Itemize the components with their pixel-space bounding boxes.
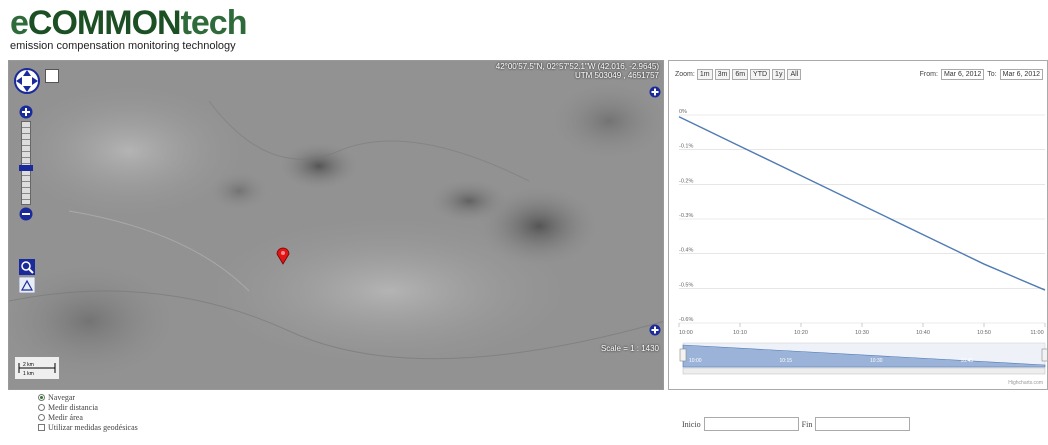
from-date-input[interactable]: Mar 6, 2012 bbox=[940, 69, 985, 80]
expand-overview-icon[interactable] bbox=[649, 323, 661, 336]
chart-panel: Zoom: 1m 3m 6m YTD 1y All From: Mar 6, 2… bbox=[668, 60, 1048, 390]
x-tick-label: 11:00 bbox=[1030, 330, 1043, 336]
measure-area-label: Medir área bbox=[48, 412, 83, 422]
option-navigate[interactable]: Navegar bbox=[38, 392, 138, 402]
y-tick-label: -0.3% bbox=[679, 213, 693, 219]
range-selector: Zoom: 1m 3m 6m YTD 1y All bbox=[675, 69, 802, 80]
pan-control-icon[interactable] bbox=[13, 67, 41, 95]
zoom-1y-button[interactable]: 1y bbox=[772, 69, 786, 80]
logo-tagline: emission compensation monitoring technol… bbox=[10, 40, 236, 52]
measure-area-radio[interactable] bbox=[38, 413, 45, 421]
y-tick-label: -0.5% bbox=[679, 282, 693, 288]
tool-options: Navegar Medir distancia Medir área Utili… bbox=[38, 392, 138, 432]
navigator-tick-label: 10:00 bbox=[689, 358, 702, 364]
navigator-scrollbar[interactable] bbox=[682, 367, 1046, 375]
navigator-handle[interactable] bbox=[679, 348, 687, 362]
zoom-label: Zoom: bbox=[675, 71, 695, 78]
series-line bbox=[678, 116, 1046, 291]
navigator-tick-label: 10:30 bbox=[870, 358, 883, 364]
line-chart: 0% -0.1% -0.2% -0.3% -0.4% -0.5% -0.6% 10:00 10:… bbox=[678, 109, 1048, 386]
satellite-imagery bbox=[9, 61, 663, 389]
scale-ratio: Scale = 1 : 1430 bbox=[600, 344, 659, 353]
zoom-1m-button[interactable]: 1m bbox=[696, 69, 713, 80]
scale-bar: 2 km 1 km bbox=[15, 357, 59, 379]
zoom-slider[interactable] bbox=[21, 121, 31, 205]
end-date-field[interactable] bbox=[815, 417, 911, 431]
location-marker-icon[interactable] bbox=[276, 247, 290, 265]
x-tick-label: 10:00 bbox=[679, 330, 693, 336]
y-tick-label: -0.6% bbox=[679, 317, 693, 323]
y-tick-label: -0.1% bbox=[679, 144, 693, 150]
zoom-in-icon[interactable] bbox=[19, 105, 33, 119]
navigator-tick-label: 10:15 bbox=[780, 358, 793, 364]
zoom-3m-button[interactable]: 3m bbox=[714, 69, 731, 80]
navigator-handle[interactable] bbox=[1041, 348, 1048, 362]
x-tick-label: 10:10 bbox=[733, 330, 747, 336]
scale-bottom-label: 1 km bbox=[23, 371, 34, 377]
zoom-ytd-button[interactable]: YTD bbox=[750, 69, 771, 80]
measure-distance-label: Medir distancia bbox=[48, 402, 98, 412]
map-view[interactable]: 42°00'57.5"N, 02°57'52.1"W (42.016, -2.9… bbox=[8, 60, 664, 390]
y-tick-label: -0.2% bbox=[679, 178, 693, 184]
x-tick-label: 10:20 bbox=[794, 330, 808, 336]
expand-panel-icon[interactable] bbox=[649, 85, 661, 98]
date-filter: Inicio Fin bbox=[682, 417, 911, 431]
logo-brand: eCOMMONtech bbox=[10, 4, 247, 42]
zoom-box-icon[interactable] bbox=[19, 259, 35, 275]
from-label: From: bbox=[919, 71, 938, 78]
option-geodesic[interactable]: Utilizar medidas geodésicas bbox=[38, 422, 138, 432]
x-tick-label: 10:40 bbox=[916, 330, 930, 336]
layer-switcher-button[interactable] bbox=[45, 69, 59, 83]
geodesic-checkbox[interactable] bbox=[38, 423, 45, 431]
end-label: Fin bbox=[801, 419, 813, 429]
start-date-field[interactable] bbox=[703, 417, 799, 431]
zoom-slider-handle[interactable] bbox=[19, 165, 33, 171]
map-coordinates: 42°00'57.5"N, 02°57'52.1"W (42.016, -2.9… bbox=[495, 62, 659, 71]
scale-top-label: 2 km bbox=[23, 362, 34, 368]
zoom-out-icon[interactable] bbox=[19, 207, 33, 221]
navigate-radio[interactable] bbox=[38, 393, 45, 401]
navigator-tick-label: 10:45 bbox=[961, 358, 974, 364]
to-date-input[interactable]: Mar 6, 2012 bbox=[999, 69, 1043, 80]
date-range: From: Mar 6, 2012 To: Mar 6, 2012 bbox=[920, 69, 1043, 80]
geodesic-label: Utilizar medidas geodésicas bbox=[48, 422, 138, 432]
to-label: To: bbox=[987, 71, 997, 78]
zoom-all-button[interactable]: All bbox=[787, 69, 802, 80]
option-measure-area[interactable]: Medir área bbox=[38, 412, 138, 422]
zoom-6m-button[interactable]: 6m bbox=[732, 69, 749, 80]
chart-credit: Highcharts.com bbox=[1008, 380, 1043, 386]
x-tick-label: 10:30 bbox=[855, 330, 869, 336]
start-label: Inicio bbox=[682, 419, 701, 429]
ecommontech-logo: eCOMMONtech emission compensation monito… bbox=[10, 6, 260, 54]
y-tick-label: 0% bbox=[679, 109, 687, 115]
y-tick-label: -0.4% bbox=[679, 248, 693, 254]
map-utm-coordinates: UTM 503049 , 4651757 bbox=[574, 71, 659, 80]
navigate-label: Navegar bbox=[48, 392, 76, 402]
measure-distance-radio[interactable] bbox=[38, 403, 45, 411]
x-tick-label: 10:50 bbox=[977, 330, 991, 336]
option-measure-distance[interactable]: Medir distancia bbox=[38, 402, 138, 412]
measure-tool-icon[interactable] bbox=[18, 276, 36, 294]
